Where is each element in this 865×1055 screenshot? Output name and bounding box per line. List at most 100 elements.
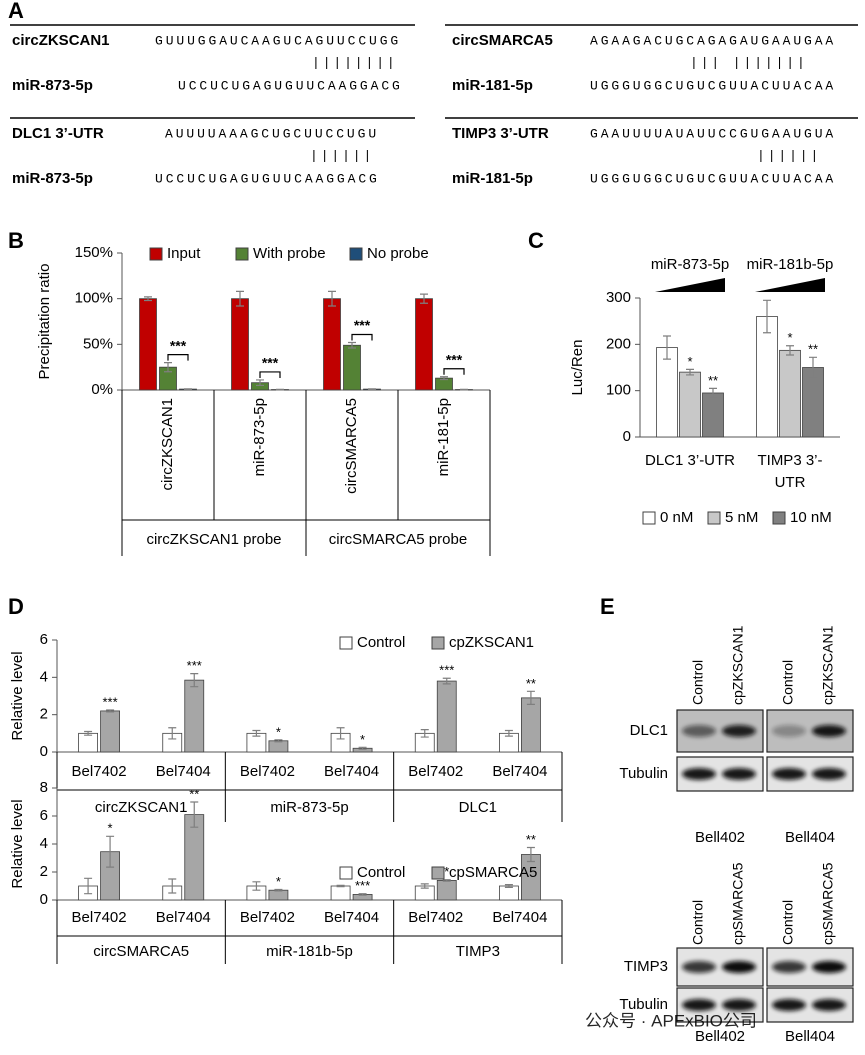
blot-band: [682, 999, 716, 1011]
significance-label: **: [708, 373, 718, 388]
x-tick-label: Bel7402: [72, 909, 127, 926]
significance-label: ***: [446, 351, 463, 367]
bar: [499, 885, 519, 901]
y-tick-label: 4: [40, 835, 48, 852]
legend-swatch: [707, 511, 721, 525]
y-tick-label: 50%: [83, 335, 113, 352]
y-tick-label: 0: [623, 428, 631, 445]
error-bar: [504, 729, 513, 737]
y-tick-label: 0%: [91, 381, 113, 398]
blot-band: [772, 768, 806, 780]
blot-band: [772, 961, 806, 973]
x-tick-label: Bel7402: [240, 909, 295, 926]
cell-line-label: Bell404: [785, 1028, 835, 1045]
cell-line-label: Bell402: [695, 1028, 745, 1045]
bar: [330, 885, 351, 901]
significance-label: *: [108, 821, 113, 836]
error-bar: [763, 299, 771, 334]
legend-swatch: [772, 511, 786, 525]
bar: [231, 298, 249, 391]
bar: [779, 349, 801, 438]
legend-swatch: [431, 636, 445, 650]
legend-label: Control: [357, 634, 405, 651]
significance-label: ***: [262, 355, 279, 371]
y-tick-label: 2: [40, 706, 48, 723]
panel-label: B: [8, 228, 24, 253]
y-axis-label: Luc/Ren: [569, 340, 586, 396]
significance-label: ***: [102, 694, 117, 709]
mirna-sequence: UCCUCUGAGUGUUCAAGGACG: [178, 78, 403, 93]
y-axis-label: Relative level: [9, 651, 26, 740]
mirna-name: miR-181-5p: [452, 77, 533, 94]
group-label: circSMARCA5 probe: [329, 531, 467, 548]
error-bar: [504, 884, 513, 888]
bar: [521, 697, 541, 753]
bar: [436, 680, 457, 753]
panel-label: E: [600, 594, 615, 619]
legend-label: cpSMARCA5: [449, 864, 537, 881]
legend-swatch: [431, 866, 445, 880]
legend-label: 0 nM: [660, 509, 693, 526]
blot-band: [722, 999, 756, 1011]
lane-label: Control: [690, 900, 706, 945]
x-tick-label: DLC1 3’-UTR: [645, 452, 736, 469]
lane-label: Control: [690, 660, 706, 705]
error-bar: [274, 739, 283, 743]
legend-label: Input: [167, 245, 201, 262]
significance-label: ***: [355, 878, 370, 893]
lane-label: Control: [780, 660, 796, 705]
error-bar: [526, 690, 535, 705]
error-bar: [84, 877, 93, 895]
error-bar: [336, 727, 345, 740]
group-label: miR-873-5p: [270, 799, 348, 816]
blot-band: [812, 768, 846, 780]
error-bar: [274, 888, 283, 892]
error-bar: [164, 362, 172, 373]
significance-bracket: [351, 333, 373, 341]
rna-sequence: GUUUGGAUCAAGUCAGUUCCUGG: [155, 33, 401, 48]
error-bar: [252, 881, 261, 891]
error-bar: [440, 376, 448, 381]
y-tick-label: 150%: [75, 244, 113, 261]
error-bar: [809, 356, 817, 379]
significance-label: ***: [170, 337, 187, 353]
significance-label: **: [526, 832, 536, 847]
x-tick-label: Bel7404: [156, 909, 211, 926]
error-bar: [420, 729, 429, 738]
error-bar: [368, 388, 376, 390]
blot-band: [812, 725, 846, 737]
mirna-sequence: UGGGUGGCUGUCGUUACUUACAA: [590, 78, 836, 93]
error-bar: [358, 893, 367, 896]
error-bar: [190, 673, 199, 688]
bar: [756, 316, 778, 438]
bar: [78, 732, 98, 753]
mirna-name: miR-873-5p: [12, 77, 93, 94]
error-bar: [420, 293, 428, 304]
watermark: 公众号 · APExBIO公司: [585, 1011, 757, 1030]
bar: [415, 298, 433, 391]
y-tick-label: 6: [40, 631, 48, 648]
mirna-sequence: UCCUCUGAGUGUUCAAGGACG: [155, 171, 380, 186]
error-bar: [184, 388, 192, 390]
x-tick-label: circZKSCAN1: [159, 398, 176, 491]
error-bar: [442, 879, 451, 882]
error-bar: [190, 801, 199, 828]
error-bar: [252, 729, 261, 737]
significance-label: *: [360, 732, 365, 747]
error-bar: [256, 379, 264, 387]
bar: [656, 347, 678, 438]
lane-label: cpSMARCA5: [730, 862, 746, 945]
error-bar: [358, 746, 367, 750]
error-bar: [442, 677, 451, 685]
dose-triangle: [655, 278, 725, 292]
legend-swatch: [339, 636, 353, 650]
significance-label: *: [444, 864, 449, 879]
dose-triangle: [755, 278, 825, 292]
x-tick-label: Bel7402: [72, 763, 127, 780]
error-bar: [709, 387, 717, 399]
significance-bracket: [167, 354, 189, 361]
significance-label: *: [276, 874, 281, 889]
error-bar: [348, 341, 356, 349]
bar: [679, 371, 701, 438]
